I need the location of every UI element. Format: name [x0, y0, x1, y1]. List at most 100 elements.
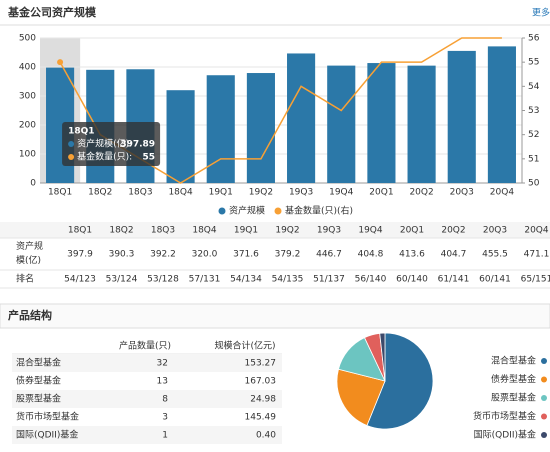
more-link[interactable]: 更多: [532, 7, 550, 19]
table-header: 20Q4: [524, 226, 549, 236]
product-count: 8: [162, 395, 168, 405]
tooltip-value: 397.89: [120, 140, 155, 150]
product-scale: 0.40: [256, 431, 276, 441]
bar: [487, 46, 516, 184]
table-cell: 455.5: [482, 250, 508, 260]
table-header: 18Q2: [109, 226, 133, 236]
product-name: 债券型基金: [16, 375, 61, 387]
table-cell: 397.9: [67, 250, 93, 260]
y2-tick-label: 54: [528, 82, 540, 92]
table-cell: 471.1: [524, 250, 550, 260]
table-cell: 51/137: [313, 275, 345, 285]
product-scale: 24.98: [250, 395, 276, 405]
table-header: 18Q3: [151, 226, 175, 236]
legend-marker: [274, 207, 282, 215]
section-title: 基金公司资产规模: [7, 5, 97, 19]
x-tick-label: 20Q1: [369, 188, 393, 198]
tooltip-label: 资产规模(亿):: [77, 138, 132, 150]
hover-point: [57, 59, 64, 66]
tooltip-value: 55: [143, 153, 156, 163]
table-cell: 65/151: [521, 275, 550, 285]
y-tick-label: 200: [19, 121, 36, 131]
legend-label: 国际(QDII)基金: [474, 429, 536, 441]
table-header: 规模合计(亿元): [214, 340, 275, 352]
x-tick-label: 20Q3: [450, 188, 474, 198]
product-name: 货币市场型基金: [16, 411, 79, 423]
section-title: 产品结构: [8, 308, 52, 322]
legend-label: 混合型基金: [491, 355, 536, 367]
table-header: 18Q4: [192, 226, 217, 236]
table-cell: 446.7: [316, 250, 342, 260]
legend-marker: [541, 376, 547, 383]
x-tick-label: 18Q1: [48, 188, 72, 198]
product-count: 32: [157, 359, 168, 369]
legend-marker: [541, 395, 547, 401]
legend-marker: [541, 413, 547, 420]
table-cell: 54/134: [230, 275, 262, 285]
table-cell: 53/124: [106, 275, 138, 285]
table-header: 20Q1: [400, 226, 424, 236]
product-count: 13: [157, 377, 168, 387]
x-tick-label: 20Q4: [490, 188, 515, 198]
legend-label: 债券型基金: [491, 373, 536, 385]
bar: [447, 50, 476, 183]
bar: [407, 65, 436, 183]
table-cell: 54/135: [272, 275, 304, 285]
x-tick-label: 19Q2: [249, 188, 273, 198]
table-header: 19Q1: [234, 226, 258, 236]
x-tick-label: 19Q1: [209, 188, 233, 198]
y2-tick-label: 53: [528, 106, 539, 116]
tooltip-box: [62, 122, 161, 166]
table-cell: 379.2: [275, 250, 301, 260]
pie-slice: [379, 332, 386, 382]
table-header: 19Q4: [358, 226, 383, 236]
x-tick-label: 19Q4: [329, 188, 354, 198]
y2-tick-label: 51: [528, 154, 539, 164]
bar: [367, 63, 396, 183]
table-header: 19Q3: [317, 226, 341, 236]
bar: [166, 90, 195, 183]
table-cell: 57/131: [189, 275, 221, 285]
tooltip-marker: [68, 141, 75, 147]
table-cell: 56/140: [355, 275, 387, 285]
table-cell: 53/128: [147, 275, 179, 285]
y-tick-label: 400: [19, 63, 36, 73]
pie-slice: [336, 368, 386, 426]
y2-tick-label: 50: [528, 179, 540, 189]
x-tick-label: 18Q2: [88, 188, 112, 198]
bar: [327, 65, 356, 183]
legend-marker: [218, 207, 226, 215]
legend-label: 股票型基金: [491, 392, 536, 404]
bar: [287, 53, 316, 183]
pie-slice: [366, 332, 434, 430]
table-cell: 61/141: [438, 275, 470, 285]
table-cell: 390.3: [109, 250, 135, 260]
x-tick-label: 20Q2: [409, 188, 433, 198]
legend-label: 资产规模: [229, 205, 265, 217]
y-tick-label: 0: [30, 179, 36, 189]
x-tick-label: 18Q3: [128, 188, 152, 198]
table-cell: 413.6: [399, 250, 425, 260]
product-name: 股票型基金: [16, 393, 61, 405]
bar: [206, 75, 235, 183]
x-tick-label: 19Q3: [289, 188, 313, 198]
legend-marker: [541, 358, 547, 364]
tooltip-title: 18Q1: [68, 127, 94, 137]
legend-label: 基金数量(只)(右): [285, 205, 353, 217]
row-bg: [12, 426, 282, 444]
table-cell: 60/140: [396, 275, 428, 285]
table-cell: 404.7: [441, 250, 467, 260]
table-cell: 392.2: [150, 250, 176, 260]
bar: [246, 73, 275, 183]
table-cell: 404.8: [358, 250, 384, 260]
product-scale: 167.03: [245, 377, 277, 387]
product-scale: 145.49: [245, 413, 277, 423]
row-label-box: 资产规模(亿): [16, 242, 43, 266]
section-header: [0, 303, 550, 329]
table-header: 产品数量(只): [119, 340, 171, 352]
tooltip-label: 基金数量(只):: [77, 151, 132, 163]
product-name: 混合型基金: [16, 357, 61, 369]
legend-marker: [541, 432, 547, 438]
legend-label: 货币市场型基金: [473, 410, 536, 422]
